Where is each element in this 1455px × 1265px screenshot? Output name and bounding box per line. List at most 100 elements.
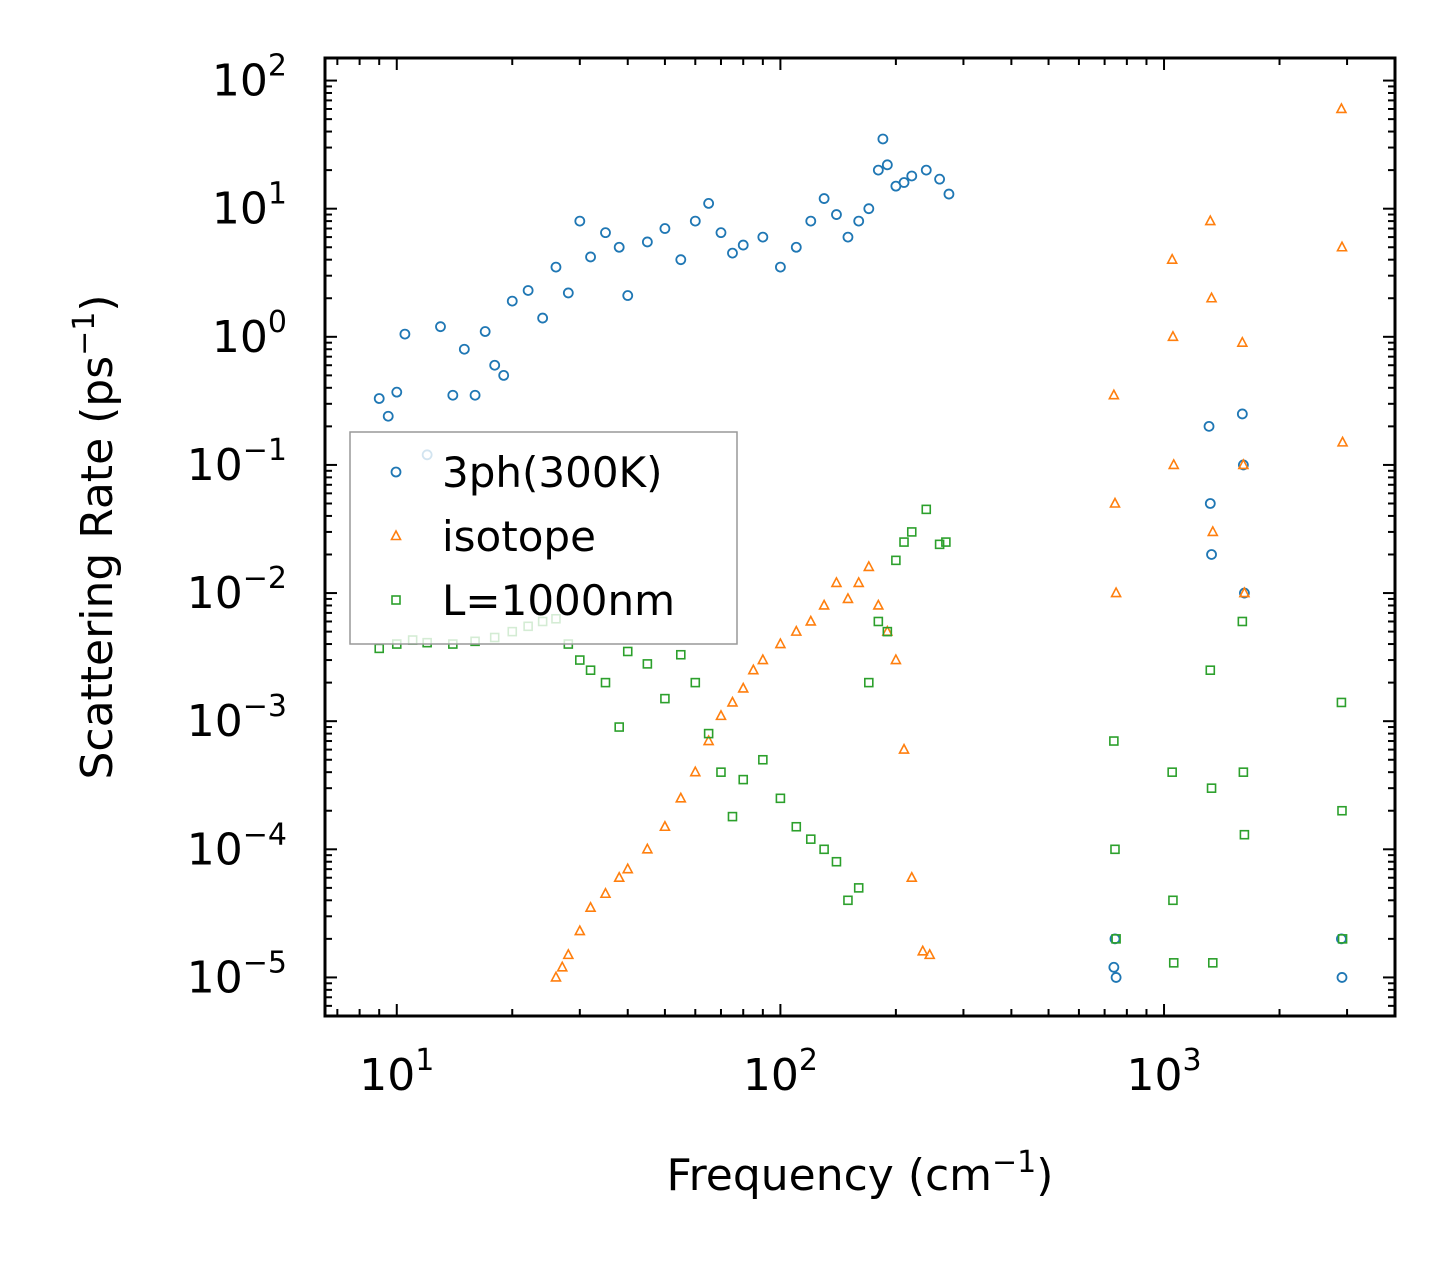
data-point xyxy=(675,254,687,266)
series-circle xyxy=(373,133,1348,983)
data-point xyxy=(613,241,625,253)
data-point xyxy=(703,728,714,739)
data-point xyxy=(1336,697,1347,708)
data-point xyxy=(877,133,889,145)
data-point xyxy=(1239,829,1250,840)
data-point xyxy=(1237,616,1248,627)
data-point xyxy=(435,321,446,333)
data-point xyxy=(659,223,671,234)
data-point xyxy=(715,709,727,721)
data-point xyxy=(479,326,491,337)
data-point xyxy=(1336,435,1349,447)
data-point xyxy=(489,359,501,371)
data-point xyxy=(613,871,626,883)
data-point xyxy=(818,193,830,204)
data-point xyxy=(843,895,853,906)
data-point xyxy=(790,241,802,253)
data-point xyxy=(1109,736,1119,746)
legend-marker-circle xyxy=(390,466,402,478)
y-axis-label: Scattering Rate (ps−1) xyxy=(67,294,123,779)
data-point xyxy=(715,227,727,239)
data-point xyxy=(920,164,932,176)
data-point xyxy=(842,592,854,604)
data-point xyxy=(382,410,394,422)
data-point xyxy=(872,164,884,176)
data-point xyxy=(1109,496,1121,508)
data-point xyxy=(703,197,715,209)
data-point xyxy=(737,239,749,251)
data-point xyxy=(374,643,385,654)
data-point xyxy=(1111,934,1121,944)
y-tick-label: 10−1 xyxy=(187,433,287,491)
data-point xyxy=(1337,805,1347,816)
data-point xyxy=(641,842,654,854)
data-point xyxy=(600,227,611,239)
x-tick-label: 102 xyxy=(743,1043,818,1101)
data-point xyxy=(556,960,569,972)
data-point xyxy=(575,655,585,665)
data-point xyxy=(934,173,945,185)
data-point xyxy=(585,251,596,263)
data-point xyxy=(862,560,875,572)
data-point xyxy=(737,681,750,693)
data-point xyxy=(1206,783,1217,793)
data-point xyxy=(660,693,670,704)
data-point xyxy=(469,389,481,401)
data-point xyxy=(898,742,910,754)
data-point xyxy=(1167,330,1179,342)
data-point xyxy=(1204,498,1216,509)
data-point xyxy=(622,646,633,657)
plot-frame xyxy=(323,56,1397,1018)
data-point xyxy=(1337,934,1348,944)
data-point xyxy=(674,791,687,803)
data-point xyxy=(1110,972,1122,983)
legend-marker-triangle xyxy=(390,529,402,541)
data-point xyxy=(585,665,596,675)
data-point xyxy=(675,649,686,660)
data-point xyxy=(447,389,459,401)
data-point xyxy=(1108,961,1120,973)
y-tick-label: 100 xyxy=(212,305,287,363)
data-point xyxy=(1238,767,1249,777)
data-point xyxy=(853,883,864,893)
data-point xyxy=(882,626,893,637)
data-point xyxy=(562,287,574,299)
data-point xyxy=(562,948,575,960)
data-point xyxy=(642,659,653,669)
data-point xyxy=(622,290,634,301)
data-point xyxy=(791,821,802,832)
data-point xyxy=(758,754,768,765)
legend-box xyxy=(349,431,738,645)
legend-label: isotope xyxy=(442,512,596,561)
data-point xyxy=(738,774,749,785)
data-point xyxy=(805,215,817,227)
data-point xyxy=(726,695,739,707)
data-point xyxy=(1207,958,1218,968)
data-point xyxy=(498,369,510,381)
data-point xyxy=(574,215,586,227)
data-point xyxy=(690,677,701,688)
data-point xyxy=(599,887,612,899)
data-point xyxy=(757,653,769,665)
data-point xyxy=(537,312,549,324)
data-point xyxy=(842,231,854,243)
data-point xyxy=(1336,240,1348,252)
data-point xyxy=(716,767,726,777)
data-point xyxy=(727,811,738,822)
data-point xyxy=(1206,549,1217,560)
data-point xyxy=(923,948,936,960)
y-tick-label: 101 xyxy=(212,177,287,235)
data-point xyxy=(1335,102,1348,114)
data-point xyxy=(831,209,842,220)
data-point xyxy=(1206,525,1219,537)
data-point xyxy=(522,285,534,296)
y-tick-label: 10−4 xyxy=(187,817,287,875)
data-point xyxy=(775,261,786,273)
x-tick-label: 103 xyxy=(1126,1043,1201,1101)
data-point xyxy=(831,856,842,867)
data-point xyxy=(921,504,932,515)
data-point xyxy=(1110,586,1122,598)
data-point xyxy=(819,844,829,855)
data-point xyxy=(899,537,909,547)
